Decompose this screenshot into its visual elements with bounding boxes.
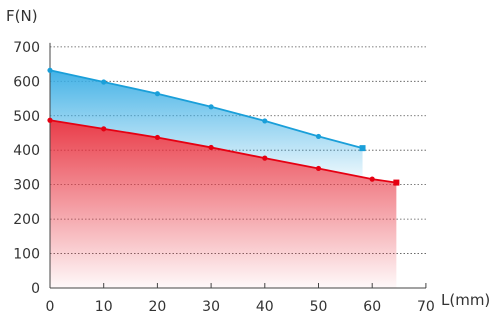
series-2-point-1	[101, 79, 107, 85]
series-1-point-3	[208, 144, 214, 151]
series-1-point-1	[101, 126, 107, 132]
x-tick-label-20: 20	[148, 299, 166, 315]
series-1-point-2	[154, 134, 160, 141]
series-1-point-6	[369, 176, 375, 182]
series-2-point-3	[208, 104, 214, 110]
axes	[49, 42, 427, 289]
series-1-point-4	[262, 155, 268, 161]
x-tick-label-70: 70	[417, 299, 435, 315]
series-1-point-0	[47, 117, 53, 123]
y-tick-label-500: 500	[13, 109, 40, 125]
x-axis-title: L(mm)	[441, 291, 490, 309]
series-points	[47, 67, 400, 186]
x-tick-label-50: 50	[310, 299, 328, 315]
y-tick-label-400: 400	[13, 143, 40, 159]
x-tick-label-40: 40	[256, 299, 274, 315]
y-axis-title: F(N)	[6, 7, 38, 25]
y-tick-label-700: 700	[13, 40, 40, 56]
y-tick-label-300: 300	[13, 178, 40, 194]
x-tick-label-10: 10	[95, 299, 113, 315]
y-tick-label-600: 600	[13, 74, 40, 90]
x-tick-label-0: 0	[46, 299, 55, 315]
y-tick-label-0: 0	[31, 281, 40, 297]
series-1-point-7	[393, 179, 400, 186]
y-tick-label-100: 100	[13, 247, 40, 263]
x-tick-label-30: 30	[202, 299, 220, 315]
series-areas	[50, 70, 397, 288]
tick-labels: 0 100 200 300 400 500 600 700 0 10 20 30 40 50 60 70	[13, 40, 435, 315]
series-2-point-2	[154, 91, 160, 97]
series-1-point-5	[315, 165, 322, 172]
series-2-point-5	[315, 133, 322, 140]
series-2-area	[50, 70, 363, 178]
series-2-point-4	[262, 118, 268, 124]
series-2-point-0	[47, 67, 53, 73]
series-1-area	[50, 120, 397, 288]
y-tick-label-200: 200	[13, 212, 40, 228]
series-2-point-6	[359, 145, 366, 152]
series-1-line	[49, 119, 397, 184]
x-tick-label-60: 60	[363, 299, 381, 315]
